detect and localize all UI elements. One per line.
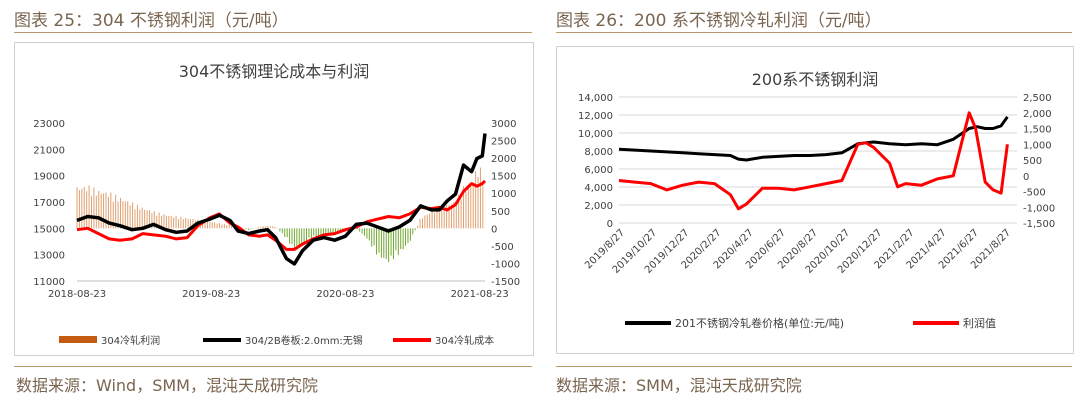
right-chart-panel: 200系不锈钢利润 14,000 12,000 10,000 8,000 6,000 4,0…	[556, 46, 1074, 354]
y-right-tick-label: -1000	[491, 259, 520, 270]
y-right-tick-label: 1,000	[1023, 140, 1052, 151]
x-tick-label: 2018-08-23	[48, 289, 106, 300]
price-line	[76, 133, 487, 266]
y-right-tick-label: 500	[1023, 156, 1042, 167]
y-left-tick-label: 14,000	[578, 93, 613, 104]
chart-title: 200系不锈钢利润	[752, 70, 879, 89]
y-left-tick-label: 21000	[33, 145, 65, 156]
y-left-tick-label: 17000	[33, 198, 65, 209]
y-left-tick-label: 10,000	[578, 129, 613, 140]
x-tick-label: 2019-08-23	[182, 289, 240, 300]
y-right-tick-label: 2,000	[1023, 109, 1052, 120]
profit-line	[618, 111, 1009, 211]
y-right-tick-label: -1500	[491, 277, 520, 288]
y-left-tick-label: 8,000	[584, 147, 613, 158]
legend-label-profit: 304冷轧利润	[101, 334, 160, 347]
right-source-rule	[556, 366, 1072, 367]
y-right-tick-label: -500	[1023, 188, 1046, 199]
right-source-note: 数据来源：SMM，混沌天成研究院	[556, 376, 802, 395]
right-title-rule	[556, 32, 1072, 33]
y-right-tick-label: 0	[1023, 172, 1029, 183]
legend-swatch-profit	[59, 336, 97, 343]
y-right-tick-label: 2500	[491, 137, 516, 148]
y-right-tick-label: 2000	[491, 154, 516, 165]
legend-label-price: 201不锈钢冷轧卷价格(单位:元/吨)	[675, 316, 844, 330]
y-right-tick-label: 2,500	[1023, 93, 1052, 104]
left-figure-title: 图表 25：304 不锈钢利润（元/吨）	[14, 11, 289, 31]
y-right-tick-label: 1000	[491, 189, 516, 200]
y-right-tick-label: 0	[491, 224, 497, 235]
y-right-tick-label: -500	[491, 242, 514, 253]
y-left-tick-label: 0	[607, 219, 613, 230]
y-right-tick-label: -1,500	[1023, 219, 1055, 230]
y-left-tick-label: 4,000	[584, 183, 613, 194]
legend-label-price: 304/2B卷板:2.0mm:无锡	[245, 334, 363, 347]
x-tick-label: 2021-08-23	[451, 289, 509, 300]
left-title-rule	[14, 32, 532, 33]
y-left-tick-label: 13000	[33, 251, 65, 262]
legend-label-profit: 利润值	[963, 316, 996, 330]
left-chart-panel: 304不锈钢理论成本与利润 23000 21000 19000 17000 15000 13…	[14, 42, 534, 356]
left-source-rule	[14, 366, 532, 367]
y-right-tick-label: 500	[491, 207, 510, 218]
y-right-tick-label: -1,000	[1023, 203, 1055, 214]
y-right-tick-label: 3000	[491, 119, 516, 130]
y-left-tick-label: 15000	[33, 224, 65, 235]
left-chart: 304不锈钢理论成本与利润230002100019000170001500013…	[33, 62, 520, 347]
y-left-tick-label: 12,000	[578, 111, 613, 122]
right-figure-title: 图表 26：200 系不锈钢冷轧利润（元/吨）	[556, 11, 882, 31]
legend-label-cost: 304冷轧成本	[435, 334, 494, 347]
y-left-tick-label: 2,000	[584, 201, 613, 212]
y-left-tick-label: 23000	[33, 119, 65, 130]
y-right-tick-label: 1500	[491, 172, 516, 183]
left-source-note: 数据来源：Wind，SMM，混沌天成研究院	[16, 376, 318, 395]
cost-line	[76, 179, 487, 251]
right-chart: 200系不锈钢利润 14,000 12,000 10,000 8,000 6,000 4,0…	[578, 70, 1055, 330]
y-left-tick-label: 11000	[33, 277, 65, 288]
y-left-tick-label: 19000	[33, 172, 65, 183]
price-line	[618, 115, 1009, 162]
y-left-tick-label: 6,000	[584, 165, 613, 176]
y-right-tick-label: 1,500	[1023, 125, 1052, 136]
chart-title: 304不锈钢理论成本与利润	[179, 62, 370, 81]
x-tick-label: 2020-08-23	[316, 289, 374, 300]
